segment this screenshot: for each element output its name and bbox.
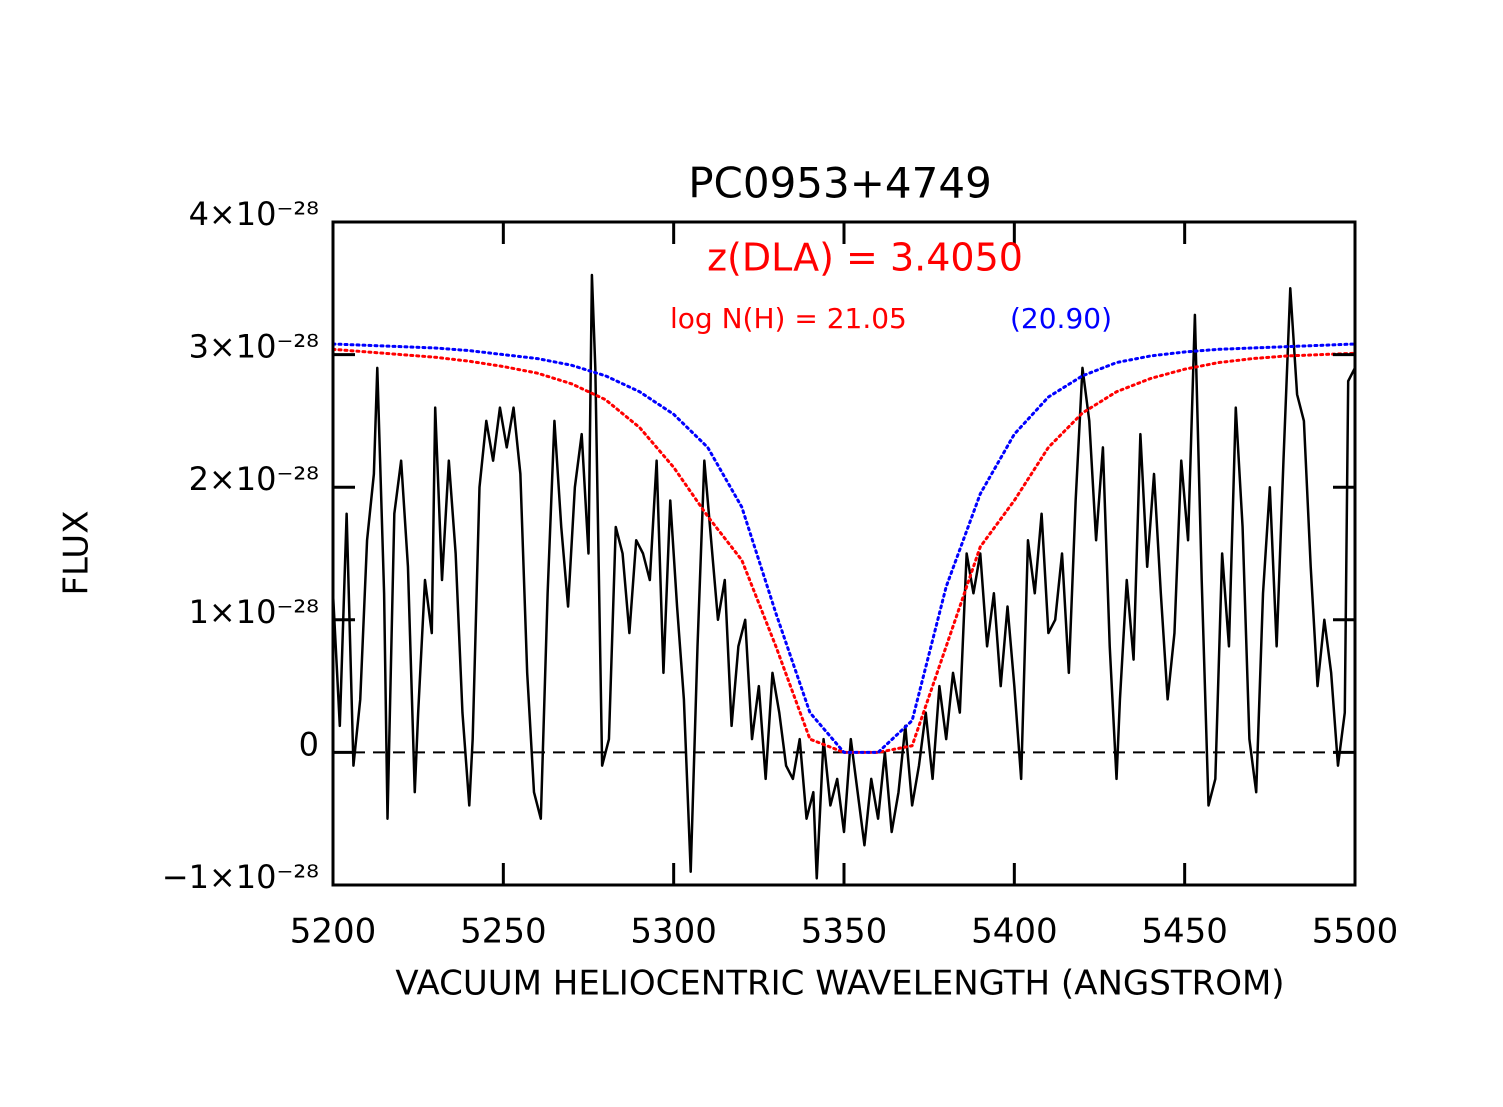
x-tick-label: 5500	[1312, 912, 1399, 952]
x-tick-label: 5450	[1141, 912, 1228, 952]
series-line	[331, 342, 1357, 754]
x-tick-label: 5350	[801, 912, 888, 952]
series-line	[331, 273, 1357, 880]
y-tick-label: 0	[299, 725, 319, 763]
annotation: (20.90)	[1010, 302, 1112, 335]
x-tick-label: 5400	[971, 912, 1058, 952]
x-tick-label: 5300	[630, 912, 717, 952]
y-tick-label: 4×10⁻²⁸	[189, 195, 319, 233]
annotation: z(DLA) = 3.4050	[707, 236, 1023, 280]
x-tick-label: 5250	[460, 912, 547, 952]
chart-title: PC0953+4749	[688, 159, 992, 208]
annotation: log N(H) = 21.05	[670, 302, 907, 335]
y-tick-label: −1×10⁻²⁸	[162, 858, 319, 896]
y-tick-label: 1×10⁻²⁸	[189, 593, 319, 631]
y-tick-label: 2×10⁻²⁸	[189, 460, 319, 498]
x-axis-label: VACUUM HELIOCENTRIC WAVELENGTH (ANGSTROM…	[395, 964, 1284, 1004]
x-tick-label: 5200	[290, 912, 377, 952]
y-axis-label: FLUX	[57, 511, 97, 596]
y-tick-label: 3×10⁻²⁸	[189, 328, 319, 366]
